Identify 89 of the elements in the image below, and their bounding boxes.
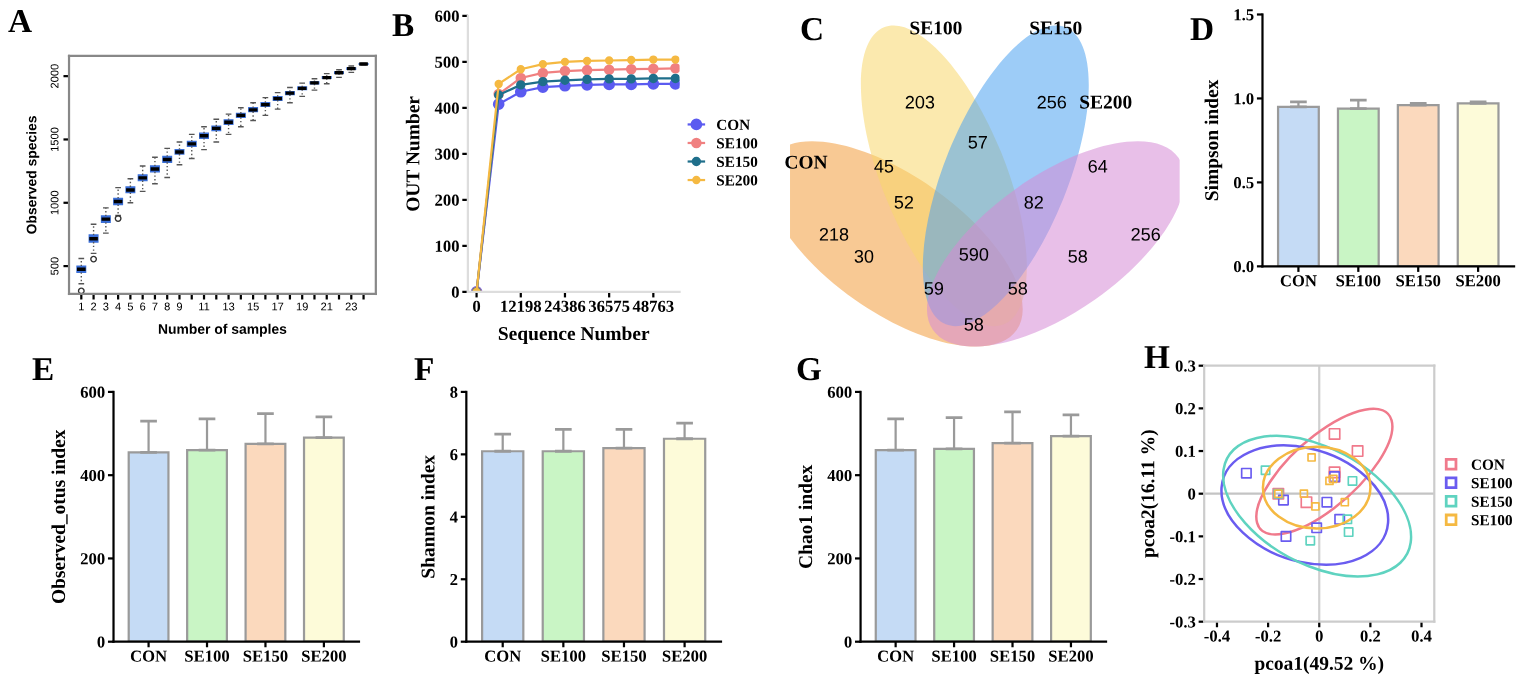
y-axis-title: Simpson index: [1204, 79, 1223, 201]
text: 203: [905, 95, 935, 109]
x-tick-label: SE200: [1049, 650, 1094, 662]
chart-title: D: [1190, 18, 1213, 41]
x-tick-label: SE100: [185, 650, 230, 662]
chart-title: A: [8, 10, 32, 33]
text: 82: [1024, 195, 1043, 209]
text: 58: [1008, 282, 1028, 295]
x-tick-label: SE200: [302, 650, 346, 662]
y-tick-label: 300: [435, 148, 459, 160]
category-label: SE100: [910, 21, 962, 35]
y-tick-label: 0.5: [1233, 177, 1254, 189]
y-tick-label: 2: [450, 574, 458, 586]
text: 58: [964, 318, 984, 331]
x-tick-label: 0: [1315, 630, 1323, 642]
x-tick-label: 0.4: [1411, 630, 1432, 642]
y-tick-label: 400: [827, 469, 852, 482]
x-tick-label: SE200: [662, 650, 707, 662]
y-tick-label: 0.0: [1233, 261, 1254, 273]
text: 45: [874, 160, 894, 173]
y-tick-label: 600: [827, 386, 852, 398]
y-axis-title: Chao1 index: [798, 464, 813, 568]
x-tick-label: 24386: [544, 300, 586, 312]
x-tick-label: SE100: [1336, 275, 1381, 287]
x-tick-label: CON: [1280, 275, 1317, 287]
x-tick-label: -0.2: [1255, 630, 1281, 642]
y-tick-label: 8: [450, 386, 458, 398]
chart-title: G: [797, 357, 822, 381]
x-axis-title: Sequence Number: [498, 326, 650, 345]
y-tick-label: 0: [451, 286, 459, 298]
y-tick-label: -0.1: [1170, 531, 1195, 543]
category-label: CON: [785, 155, 828, 169]
x-tick-label: SE150: [990, 650, 1035, 662]
y-tick-label: 600: [80, 386, 105, 398]
y-tick-label: 200: [827, 553, 852, 565]
y-tick-label: -0.2: [1170, 573, 1196, 586]
text: 58: [1068, 249, 1087, 263]
y-axis-title: OUT Number: [405, 96, 420, 211]
y-tick-label: 200: [80, 553, 105, 565]
y-tick-label: 0: [1188, 488, 1196, 500]
y-tick-label: -0.3: [1170, 616, 1196, 628]
x-tick-label: SE100: [932, 650, 977, 662]
text: 57: [968, 136, 987, 149]
text: 590: [959, 247, 989, 261]
y-tick-label: 1.5: [1234, 9, 1254, 21]
y-tick-label: 100: [435, 240, 459, 252]
y-tick-label: 600: [435, 10, 459, 22]
x-tick-label: 48763: [632, 300, 674, 312]
text: 256: [1131, 227, 1160, 241]
x-tick-label: 0: [473, 300, 481, 312]
y-tick-label: 0.2: [1175, 403, 1196, 415]
text: 218: [819, 227, 849, 241]
y-axis-title: Observed_otus index: [51, 429, 68, 604]
x-tick-label: SE200: [1456, 275, 1501, 287]
chart-title: B: [392, 14, 414, 37]
text: 30: [854, 249, 874, 263]
y-axis-title: Shannon index: [420, 455, 435, 578]
y-tick-label: 400: [434, 102, 459, 114]
y-tick-label: 1.0: [1234, 93, 1254, 105]
x-tick-label: 36575: [588, 300, 630, 312]
x-tick-label: SE150: [243, 650, 288, 662]
chart-title: F: [414, 358, 433, 381]
y-axis-title: pcoa2(16.11 %): [1140, 430, 1159, 558]
y-tick-label: 0.1: [1175, 445, 1195, 458]
y-tick-label: 400: [80, 469, 105, 482]
y-tick-label: 200: [435, 194, 459, 206]
y-tick-label: 500: [435, 56, 459, 68]
x-tick-label: CON: [877, 650, 914, 662]
chart-title: E: [32, 358, 53, 381]
y-tick-label: 0.3: [1175, 360, 1196, 372]
x-tick-label: -0.4: [1204, 630, 1230, 642]
x-tick-label: 12198: [501, 300, 542, 312]
x-tick-label: CON: [485, 650, 522, 662]
x-axis-title: pcoa1(49.52 %): [1254, 656, 1384, 674]
chart-title: H: [1144, 346, 1170, 369]
x-tick-label: 0.2: [1360, 630, 1381, 642]
text: C: [801, 17, 822, 41]
y-tick-label: 6: [450, 449, 458, 461]
category-label: SE150: [1030, 21, 1082, 35]
text: 256: [1037, 95, 1067, 109]
x-tick-label: SE150: [1396, 275, 1441, 287]
y-tick-label: 4: [449, 511, 458, 523]
x-tick-label: SE150: [602, 650, 647, 662]
text: 59: [924, 282, 944, 295]
text: 52: [894, 195, 914, 209]
text: 64: [1088, 159, 1108, 173]
category-label: SE200: [1080, 95, 1132, 109]
x-tick-label: SE100: [541, 650, 586, 662]
x-tick-label: CON: [130, 650, 167, 662]
